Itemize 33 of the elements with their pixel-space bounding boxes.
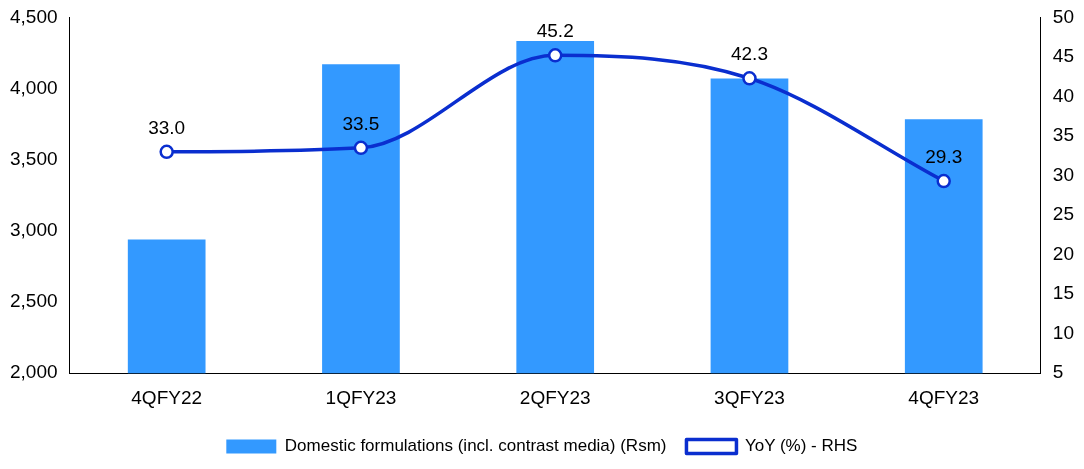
data-label: 29.3: [925, 145, 963, 167]
legend-label: YoY (%) - RHS: [744, 436, 858, 456]
x-tick-label: 3QFY23: [714, 386, 785, 408]
point: [936, 173, 951, 189]
legend-label: Domestic formulations (incl. contrast media) (Rsm): [284, 436, 667, 456]
y-tick-label: 2,000: [10, 361, 58, 383]
data-label: 42.3: [730, 43, 768, 65]
y-tick-label: 3,500: [10, 147, 58, 169]
y2-tick-label: 30: [1052, 163, 1075, 185]
point: [353, 140, 369, 156]
y-tick-label: 2,500: [10, 290, 58, 312]
x-tick-label: 4QFY23: [908, 386, 980, 408]
y2-tick-label: 45: [1052, 45, 1075, 67]
y2-tick-label: 50: [1052, 5, 1075, 27]
x-tick-label: 1QFY23: [325, 386, 397, 408]
y2-tick-label: 25: [1052, 203, 1075, 225]
y2-tick-label: 10: [1052, 321, 1075, 343]
data-label: 45.2: [536, 20, 574, 42]
y2-tick-label: 40: [1052, 84, 1075, 106]
y-tick-label: 4,000: [10, 76, 58, 98]
y2-tick-label: 5: [1052, 361, 1064, 383]
point: [742, 71, 757, 86]
data-label: 33.0: [148, 116, 186, 138]
point: [547, 48, 563, 63]
y-tick-label: 4,500: [10, 5, 58, 27]
x-tick-label: 4QFY22: [131, 386, 203, 408]
y2-tick-label: 15: [1052, 282, 1075, 304]
y2-tick-label: 20: [1052, 242, 1075, 264]
y-tick-label: 3,000: [10, 219, 58, 241]
point: [159, 144, 174, 160]
y2-tick-label: 35: [1052, 124, 1075, 146]
data-label: 33.5: [342, 112, 380, 134]
x-tick-label: 2QFY23: [519, 386, 591, 408]
